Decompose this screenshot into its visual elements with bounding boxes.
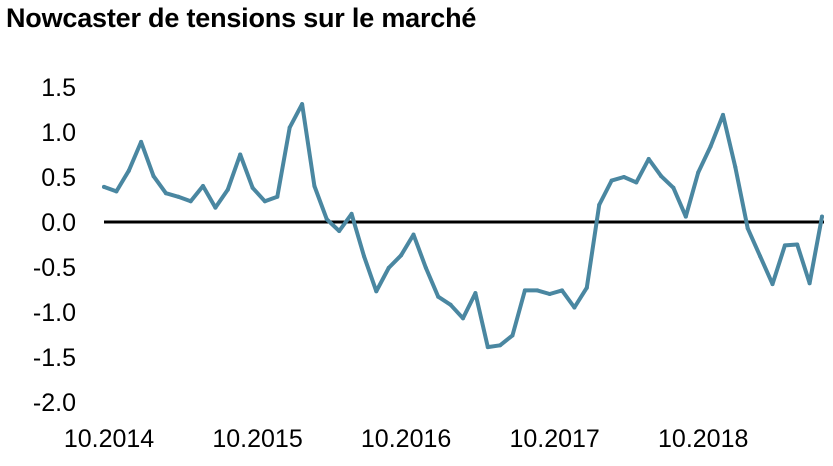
data-point (584, 285, 589, 290)
data-point (708, 144, 713, 149)
data-point (126, 168, 131, 173)
data-point (646, 157, 651, 161)
data-point (745, 226, 750, 231)
data-point (102, 184, 106, 189)
y-axis-tick-labels: 1.5 1.0 0.5 0.0 -0.5 -1.0 -1.5 -2.0 (33, 74, 76, 417)
data-point (262, 199, 267, 204)
data-point (485, 345, 490, 350)
data-point (374, 289, 379, 294)
data-point (560, 288, 564, 293)
data-point (225, 187, 230, 192)
x-tick-label: 10.2014 (64, 425, 154, 453)
data-point (250, 185, 255, 190)
data-point (163, 191, 168, 196)
data-point (820, 214, 824, 219)
data-point (139, 139, 144, 144)
data-point (176, 194, 181, 199)
data-point (659, 174, 664, 179)
data-point (782, 243, 787, 248)
x-tick-label: 10.2018 (658, 425, 748, 453)
data-point (807, 281, 812, 286)
data-point (795, 242, 800, 247)
data-point (188, 199, 193, 204)
y-tick-label: -2.0 (33, 389, 76, 417)
data-point (448, 302, 453, 307)
data-point (597, 202, 602, 207)
data-point (275, 194, 280, 199)
data-point (609, 178, 614, 183)
data-point (151, 174, 156, 179)
data-point (572, 305, 577, 310)
data-point (287, 125, 292, 130)
data-point (522, 288, 527, 293)
data-point (238, 152, 243, 157)
data-point (300, 102, 305, 107)
data-point (733, 165, 738, 170)
y-tick-label: 1.0 (41, 119, 76, 147)
data-point (114, 189, 119, 194)
chart-title: Nowcaster de tensions sur le marché (6, 3, 477, 33)
x-axis-tick-labels: 10.2014 10.2015 10.2016 10.2017 10.2018 (64, 425, 749, 453)
data-point (758, 254, 763, 259)
y-tick-label: 0.0 (41, 209, 76, 237)
data-point (683, 214, 688, 219)
x-tick-label: 10.2016 (361, 425, 451, 453)
y-tick-label: -1.0 (33, 299, 76, 327)
data-point (213, 205, 218, 210)
data-point (201, 184, 205, 188)
data-point (411, 232, 416, 237)
x-tick-label: 10.2015 (212, 425, 302, 453)
data-point (498, 343, 503, 348)
data-point (696, 170, 701, 175)
series-line (102, 102, 824, 350)
y-tick-label: 1.5 (41, 74, 76, 102)
y-tick-label: -1.5 (33, 344, 76, 372)
data-point (312, 184, 317, 188)
data-point (473, 291, 478, 296)
data-point (535, 288, 540, 293)
y-tick-label: 0.5 (41, 164, 76, 192)
data-point (634, 180, 639, 185)
data-point (349, 211, 354, 216)
data-point (671, 185, 676, 190)
x-tick-label: 10.2017 (509, 425, 599, 453)
data-point (324, 217, 329, 222)
data-point (399, 253, 404, 258)
data-point (547, 292, 552, 296)
data-point (386, 265, 391, 270)
data-point (337, 229, 342, 233)
data-point (461, 316, 465, 321)
data-point (423, 265, 428, 270)
data-point (436, 294, 441, 299)
data-point (770, 282, 775, 287)
data-point (721, 112, 725, 117)
y-tick-label: -0.5 (33, 254, 76, 282)
data-point (621, 175, 626, 179)
data-point (510, 333, 515, 338)
series-points (102, 102, 824, 350)
data-point (362, 254, 366, 259)
